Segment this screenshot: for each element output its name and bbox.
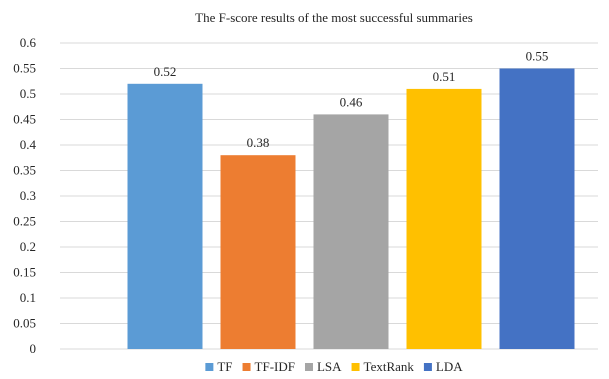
legend-label: LDA xyxy=(436,359,463,374)
data-labels: 0.52 0.38 0.46 0.51 0.55 xyxy=(154,49,549,151)
bar-lda xyxy=(499,68,575,349)
legend: TF TF-IDF LSA TextRank LDA xyxy=(205,359,463,374)
y-tick-label: 0.15 xyxy=(13,265,36,280)
data-label: 0.46 xyxy=(340,94,363,109)
y-tick-label: 0 xyxy=(30,341,37,356)
legend-swatch xyxy=(423,363,432,371)
bar-textrank xyxy=(406,88,482,350)
legend-swatch xyxy=(351,363,360,371)
y-tick-label: 0.4 xyxy=(20,137,37,152)
bar-tf xyxy=(127,83,203,350)
legend-label: TF-IDF xyxy=(255,359,295,374)
data-label: 0.38 xyxy=(247,135,270,150)
bar-lsa xyxy=(313,114,389,350)
y-tick-label: 0.55 xyxy=(13,61,36,76)
y-tick-label: 0.35 xyxy=(13,163,36,178)
legend-label: TextRank xyxy=(364,359,415,374)
bars xyxy=(127,68,575,350)
y-tick-label: 0.5 xyxy=(20,86,36,101)
y-tick-label: 0.1 xyxy=(20,290,36,305)
y-axis-ticks: 0 0.05 0.1 0.15 0.2 0.25 0.3 0.35 0.4 0.45 0.5 0.55… xyxy=(13,35,36,356)
chart-title: The F-score results of the most successf… xyxy=(195,10,473,25)
y-tick-label: 0.2 xyxy=(20,239,36,254)
data-label: 0.51 xyxy=(433,69,456,84)
y-tick-label: 0.45 xyxy=(13,112,36,127)
bar-tf-idf xyxy=(220,155,296,349)
data-label: 0.55 xyxy=(526,49,549,64)
legend-swatch xyxy=(304,363,313,371)
legend-swatch xyxy=(205,363,214,371)
legend-label: TF xyxy=(217,359,232,374)
y-tick-label: 0.3 xyxy=(20,188,36,203)
y-tick-label: 0.6 xyxy=(20,35,37,50)
legend-swatch xyxy=(242,363,251,371)
y-tick-label: 0.05 xyxy=(13,316,36,331)
y-tick-label: 0.25 xyxy=(13,214,36,229)
legend-label: LSA xyxy=(317,359,342,374)
data-label: 0.52 xyxy=(154,64,177,79)
